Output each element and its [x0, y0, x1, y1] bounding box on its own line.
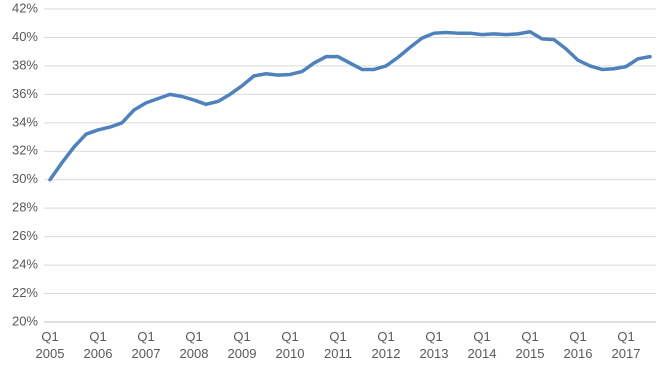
x-tick-holder: Q1 2010 [275, 329, 305, 361]
x-tick-holder: Q1 2005 [35, 329, 65, 361]
y-tick-label: 32% [12, 143, 38, 158]
y-tick-label: 30% [12, 171, 38, 186]
x-tick-label: Q1 2010 [275, 329, 305, 361]
x-tick-holder: Q1 2015 [515, 329, 545, 361]
x-tick-label: Q1 2009 [227, 329, 257, 361]
y-tick-label: 38% [12, 57, 38, 72]
x-tick-holder: Q1 2014 [467, 329, 497, 361]
y-tick-label: 24% [12, 257, 38, 272]
x-tick-label: Q1 2015 [515, 329, 545, 361]
x-tick-holder: Q1 2017 [611, 329, 641, 361]
y-tick-label: 28% [12, 200, 38, 215]
x-tick-label: Q1 2011 [324, 329, 352, 361]
x-tick-label: Q1 2016 [563, 329, 593, 361]
y-tick-label: 36% [12, 86, 38, 101]
x-tick-holder: Q1 2012 [371, 329, 401, 361]
data-line [48, 30, 652, 182]
x-tick-holder: Q1 2007 [131, 329, 161, 361]
y-tick-label: 22% [12, 285, 38, 300]
x-tick-label: Q1 2017 [611, 329, 641, 361]
x-tick-holder: Q1 2013 [419, 329, 449, 361]
y-tick-label: 34% [12, 114, 38, 129]
y-tick-label: 42% [12, 0, 38, 15]
x-tick-holder: Q1 2011 [324, 329, 352, 361]
y-tick-label: 26% [12, 228, 38, 243]
x-tick-label: Q1 2006 [83, 329, 113, 361]
x-tick-holder: Q1 2016 [563, 329, 593, 361]
x-tick-holder: Q1 2009 [227, 329, 257, 361]
x-tick-label: Q1 2014 [467, 329, 497, 361]
x-tick-label: Q1 2008 [179, 329, 209, 361]
x-tick-label: Q1 2012 [371, 329, 401, 361]
x-tick-label: Q1 2005 [35, 329, 65, 361]
y-tick-label: 20% [12, 313, 38, 328]
x-tick-holder: Q1 2006 [83, 329, 113, 361]
x-tick-label: Q1 2013 [419, 329, 449, 361]
x-tick-holder: Q1 2008 [179, 329, 209, 361]
y-tick-label: 40% [12, 29, 38, 44]
x-tick-label: Q1 2007 [131, 329, 161, 361]
